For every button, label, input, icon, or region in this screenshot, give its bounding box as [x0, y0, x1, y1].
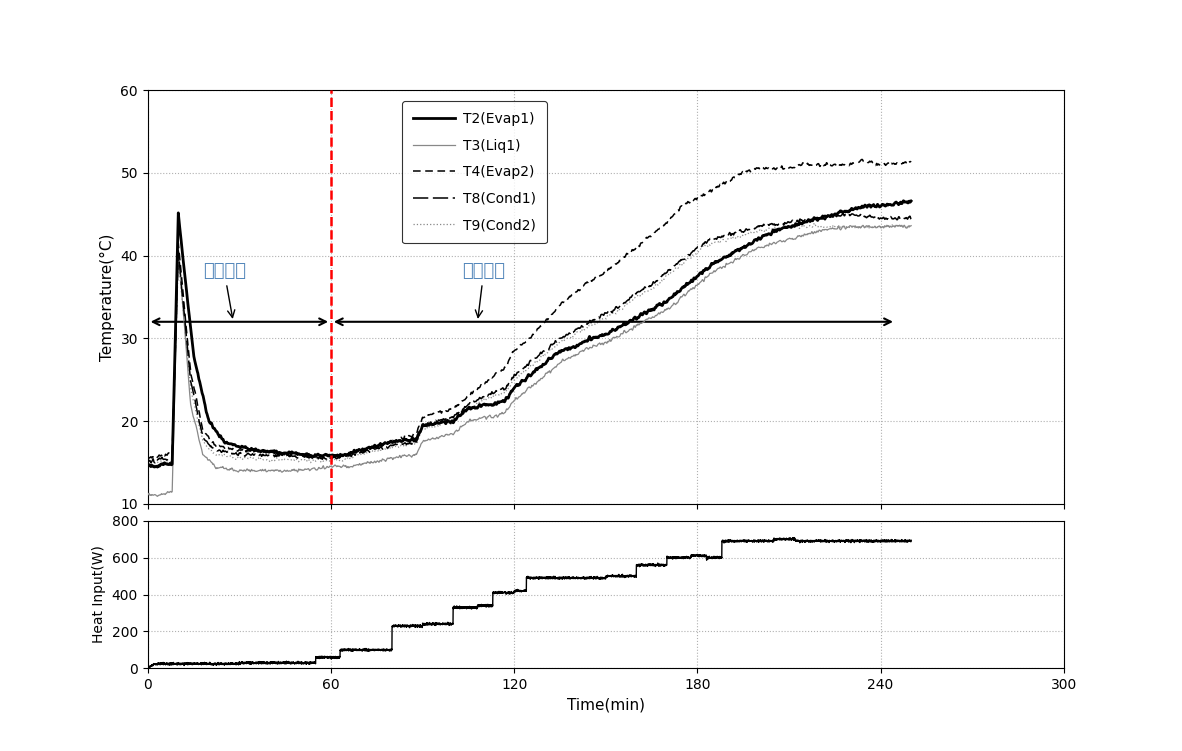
X-axis label: Time(min): Time(min): [567, 698, 644, 713]
Text: 시동영역: 시동영역: [203, 262, 246, 318]
Y-axis label: Temperature(°C): Temperature(°C): [99, 234, 115, 360]
Text: 작동영역: 작동영역: [462, 262, 505, 318]
Legend: T2(Evap1), T3(Liq1), T4(Evap2), T8(Cond1), T9(Cond2): T2(Evap1), T3(Liq1), T4(Evap2), T8(Cond1…: [402, 101, 547, 243]
Y-axis label: Heat Input(W): Heat Input(W): [92, 545, 106, 644]
